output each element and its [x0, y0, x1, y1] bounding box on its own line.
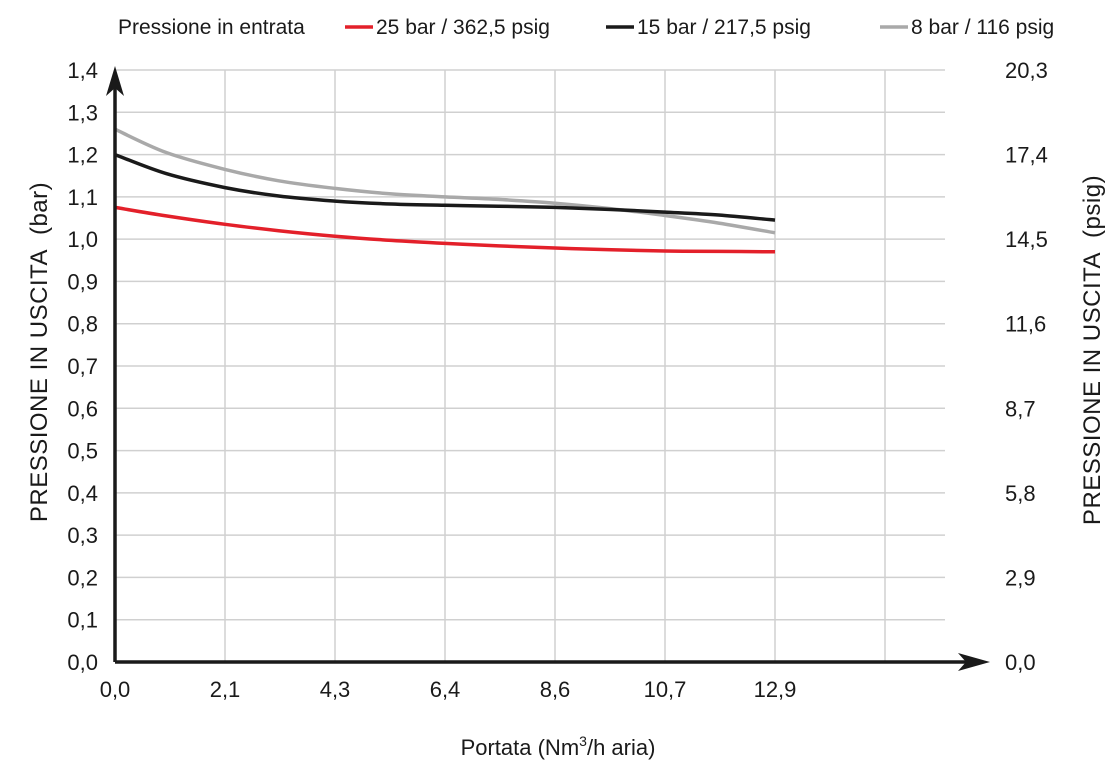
axes: [106, 66, 990, 671]
series-line: [114, 152, 776, 222]
y-axis-right-title: PRESSIONE IN USCITA(psig): [1079, 175, 1106, 525]
x-tick-label: 0,0: [100, 677, 131, 702]
y-tick-label-left: 0,0: [67, 650, 98, 675]
y-tick-label-left: 1,3: [67, 100, 98, 125]
y-tick-label-right: 14,5: [1005, 227, 1048, 252]
y-ticks-right: 0,0 2,9 5,8 8,7 11,6 14,5 17,4 20,3: [1005, 58, 1048, 675]
y-axis-left-title: PRESSIONE IN USCITA(bar): [26, 182, 53, 522]
series-line: [114, 205, 776, 254]
x-tick-label: 6,4: [430, 677, 461, 702]
y-tick-label-left: 0,6: [67, 396, 98, 421]
y-tick-label-left: 0,5: [67, 439, 98, 464]
y-tick-label-left: 0,7: [67, 354, 98, 379]
y-tick-label-left: 0,2: [67, 565, 98, 590]
y-tick-label-right: 11,6: [1005, 312, 1046, 337]
x-tick-label: 2,1: [210, 677, 241, 702]
x-tick-label: 12,9: [754, 677, 797, 702]
x-tick-label: 4,3: [320, 677, 351, 702]
legend-entry-label: 25 bar / 362,5 psig: [376, 16, 550, 39]
legend-entry-label: 15 bar / 217,5 psig: [637, 16, 811, 39]
legend-items: 25 bar / 362,5 psig 15 bar / 217,5 psig 8 …: [345, 16, 1054, 39]
x-tick-label: 10,7: [644, 677, 687, 702]
legend-entry-label: 8 bar / 116 psig: [911, 16, 1054, 39]
y-axis-arrow-icon: [106, 66, 124, 96]
y-tick-label-left: 1,0: [67, 227, 98, 252]
x-ticks: 0,0 2,1 4,3 6,4 8,6 10,7 12,9: [100, 677, 797, 702]
y-tick-label-left: 0,4: [67, 481, 98, 506]
legend: Pressione in entrata 25 bar / 362,5 psig…: [118, 16, 1054, 39]
y-tick-label-right: 8,7: [1005, 396, 1036, 421]
y-tick-label-left: 1,1: [67, 185, 98, 210]
y-tick-label-left: 0,8: [67, 312, 98, 337]
x-axis-arrow-icon: [958, 653, 990, 671]
y-tick-label-left: 0,3: [67, 523, 98, 548]
legend-title: Pressione in entrata: [118, 16, 305, 39]
x-tick-label: 8,6: [540, 677, 571, 702]
y-tick-label-left: 1,2: [67, 143, 98, 168]
y-tick-label-left: 0,1: [67, 608, 98, 633]
y-tick-label-left: 1,4: [67, 58, 98, 83]
series-line: [114, 127, 776, 235]
y-tick-label-right: 0,0: [1005, 650, 1036, 675]
y-tick-label-right: 20,3: [1005, 58, 1048, 83]
series-layer: [114, 127, 776, 254]
y-ticks-left: 0,0 0,1 0,2 0,3 0,4 0,5 0,6 0,7 0,8 0,9 1,0 1,1 1,2 1…: [67, 58, 98, 675]
grid: [115, 69, 945, 662]
x-axis-title: Portata (Nm3/h aria): [461, 733, 656, 760]
y-tick-label-right: 2,9: [1005, 565, 1036, 590]
y-tick-label-left: 0,9: [67, 269, 98, 294]
y-tick-label-right: 5,8: [1005, 481, 1036, 506]
y-tick-label-right: 17,4: [1005, 143, 1048, 168]
